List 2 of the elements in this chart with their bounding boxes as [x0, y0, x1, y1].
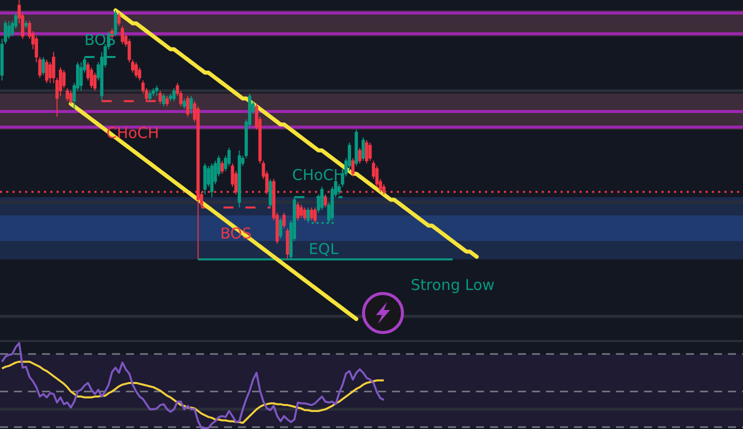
series-label: Strong Low — [410, 276, 495, 294]
series-label: EQL — [308, 240, 340, 258]
